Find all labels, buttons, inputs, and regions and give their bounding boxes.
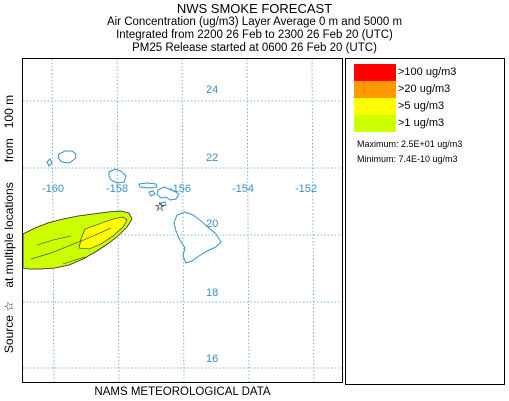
plume-level-5 <box>78 216 128 250</box>
subtitle-integration: Integrated from 2200 26 Feb to 2300 26 F… <box>116 29 393 41</box>
legend-item-100: >100 ug/m3 <box>354 64 504 81</box>
legend-item-5: >5 ug/m3 <box>354 98 504 115</box>
legend-label-20: >20 ug/m3 <box>398 83 451 95</box>
island-lanai <box>148 190 156 197</box>
longitude-grid <box>51 59 315 382</box>
island-hawaii <box>173 211 222 264</box>
map-panel: 24 22 20 18 16 -160 -158 -156 -154 -152 <box>22 58 343 383</box>
legend-label-1: >1 ug/m3 <box>398 117 445 129</box>
legend-swatch-20 <box>354 81 396 98</box>
legend-item-1: >1 ug/m3 <box>354 115 504 132</box>
map-title: NWS SMOKE FORECAST <box>176 1 333 16</box>
island-oahu <box>108 168 127 184</box>
island-niihau <box>46 158 53 167</box>
minimum-value: Minimum: 7.4E-10 ug/m3 <box>357 154 458 164</box>
source-label: Source ☆ at multiple locations from 100 … <box>2 94 16 354</box>
legend-label-5: >5 ug/m3 <box>398 100 445 112</box>
legend-swatch-100 <box>354 64 396 81</box>
lon-label-156: -156 <box>169 183 191 195</box>
source-star-icon: ☆ <box>154 199 166 214</box>
legend-item-20: >20 ug/m3 <box>354 81 504 98</box>
map-canvas: 24 22 20 18 16 -160 -158 -156 -154 -152 <box>23 59 342 382</box>
lat-label-24: 24 <box>206 84 218 96</box>
lon-label-158: -158 <box>106 183 128 195</box>
data-source-label: NAMS METEOROLOGICAL DATA <box>94 386 271 398</box>
legend-panel: >100 ug/m3 >20 ug/m3 >5 ug/m3 >1 ug/m3 M… <box>345 58 505 385</box>
lon-label-160: -160 <box>42 183 64 195</box>
lon-label-154: -154 <box>232 183 254 195</box>
island-kauai <box>57 150 77 164</box>
legend-label-100: >100 ug/m3 <box>398 66 457 78</box>
island-molokai <box>138 182 158 189</box>
legend-swatch-5 <box>354 98 396 115</box>
lat-label-22: 22 <box>206 152 218 164</box>
legend-swatch-1 <box>354 115 396 132</box>
coastlines <box>46 150 222 264</box>
subtitle-layer: Air Concentration (ug/m3) Layer Average … <box>106 16 403 28</box>
lat-label-16: 16 <box>206 353 218 365</box>
maximum-value: Maximum: 2.5E+01 ug/m3 <box>357 139 463 149</box>
island-kahoolawe <box>160 201 167 207</box>
lon-label-152: -152 <box>295 183 317 195</box>
lat-label-18: 18 <box>206 287 218 299</box>
smoke-plume <box>23 210 133 270</box>
source-star-icon: ☆ <box>156 201 164 211</box>
subtitle-release: PM25 Release started at 0600 26 Feb 20 (… <box>132 42 377 54</box>
lat-label-20: 20 <box>206 218 218 230</box>
island-maui <box>156 186 180 201</box>
